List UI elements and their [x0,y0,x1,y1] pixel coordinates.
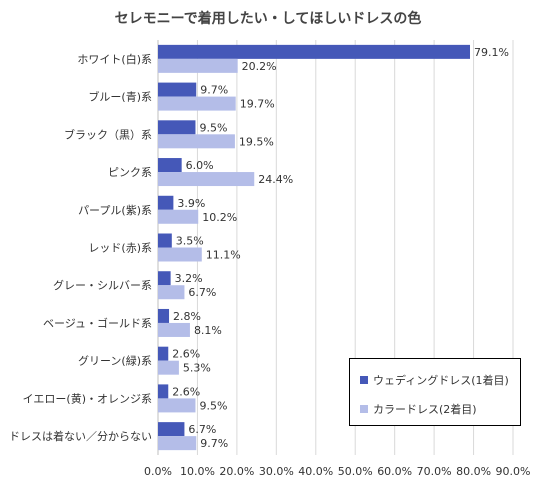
category-label: ベージュ・ゴールド系 [43,316,152,330]
category-label: パープル(紫)系 [78,204,152,217]
data-label: 5.3% [183,362,211,375]
bar-color-dress [158,360,179,375]
bar-color-dress [158,436,197,451]
category-label: ドレスは着ない／分からない [9,429,152,443]
data-label: 9.5% [199,121,227,134]
bar-wedding [158,422,185,437]
bar-color-dress [158,134,235,149]
x-tick-label: 80.0% [456,465,491,478]
data-label: 11.1% [206,249,241,262]
category-label: レッド(赤)系 [88,242,152,255]
category-label: グリーン(緑)系 [78,354,152,368]
legend: ウェディングドレス(1着目) カラードレス(2着目) [349,358,521,426]
bar-color-dress [158,247,202,262]
bar-wedding [158,44,471,59]
data-label: 9.7% [200,84,228,97]
bar-wedding [158,195,174,210]
legend-swatch-wedding [360,376,368,384]
x-tick-label: 30.0% [259,465,294,478]
bar-wedding [158,271,171,286]
bar-color-dress [158,172,255,187]
data-label: 6.0% [186,159,214,172]
legend-item-wedding: ウェディングドレス(1着目) [360,372,509,388]
data-label: 10.2% [202,211,237,224]
x-tick-label: 10.0% [180,465,215,478]
data-label: 2.8% [173,310,201,323]
data-label: 19.7% [240,98,275,111]
category-label: ブラック（黒）系 [64,127,152,141]
x-tick-label: 0.0% [144,465,172,478]
bar-color-dress [158,58,238,73]
x-tick-label: 90.0% [496,465,531,478]
category-label: ブルー(青)系 [88,90,152,104]
data-label: 19.5% [239,135,274,148]
bar-color-dress [158,209,199,224]
legend-label-wedding: ウェディングドレス(1着目) [373,374,509,387]
bar-color-dress [158,96,236,111]
x-tick-label: 50.0% [338,465,373,478]
bar-wedding [158,158,182,173]
x-tick-label: 40.0% [298,465,333,478]
data-label: 3.5% [176,235,204,248]
bar-wedding [158,233,172,248]
bar-wedding [158,346,169,361]
x-tick-label: 60.0% [377,465,412,478]
data-label: 20.2% [242,60,277,73]
data-label: 2.6% [172,348,200,361]
category-label: ホワイト(白)系 [77,52,152,66]
bar-wedding [158,120,196,135]
legend-swatch-color-dress [360,405,368,413]
data-label: 3.2% [175,272,203,285]
data-label: 79.1% [474,46,509,59]
bar-wedding [158,384,169,399]
data-label: 3.9% [177,197,205,210]
legend-label-color-dress: カラードレス(2着目) [373,403,477,416]
data-label: 24.4% [258,173,293,186]
bar-color-dress [158,285,185,300]
legend-item-color-dress: カラードレス(2着目) [360,401,477,417]
x-tick-label: 20.0% [219,465,254,478]
bar-wedding [158,82,197,97]
data-label: 9.5% [199,399,227,412]
bar-color-dress [158,322,190,337]
data-label: 6.7% [188,423,216,436]
data-label: 6.7% [188,286,216,299]
chart-title: セレモニーで着用したい・してほしいドレスの色 [114,11,422,27]
data-label: 9.7% [200,437,228,450]
data-label: 8.1% [194,324,222,337]
bar-wedding [158,308,170,323]
category-label: イエロー(黄)・オレンジ系 [23,391,152,405]
bar-color-dress [158,398,196,413]
x-tick-label: 70.0% [417,465,452,478]
data-label: 2.6% [172,385,200,398]
category-label: ピンク系 [108,166,152,179]
category-label: グレー・シルバー系 [53,278,152,292]
